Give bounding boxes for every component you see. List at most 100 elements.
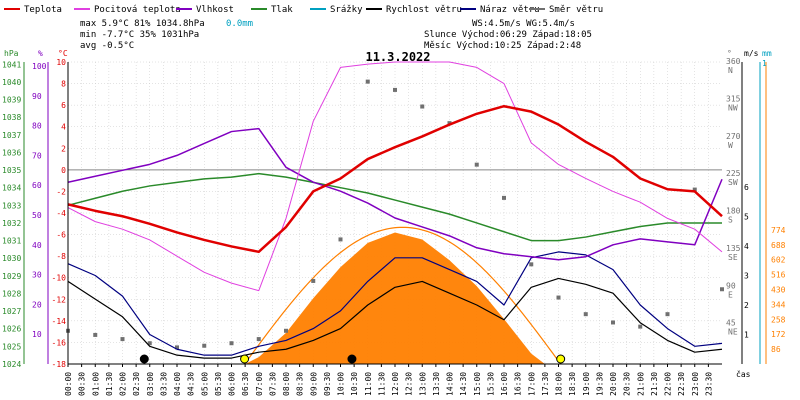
x-tick-label: 13:00	[418, 372, 427, 396]
wind-dir-dot	[311, 278, 316, 283]
wind-dir-dot	[529, 262, 534, 267]
x-tick-label: 20:30	[623, 372, 632, 396]
temp-tick-label: -14	[52, 317, 67, 326]
pressure-tick-label: 1026	[2, 325, 21, 334]
solar-tick-label: 258	[771, 315, 786, 324]
x-tick-label: 10:30	[350, 372, 359, 396]
dir-tick-name: NW	[728, 103, 738, 112]
pressure-tick-label: 1036	[2, 148, 21, 157]
legend-label: Pocitová teplota	[94, 5, 181, 15]
x-tick-label: 06:30	[241, 372, 250, 396]
legend-label: Srážky	[330, 5, 363, 15]
x-tick-label: 16:00	[500, 372, 509, 396]
temp-tick-label: -4	[56, 209, 66, 218]
wind-tick-label: 6	[744, 183, 749, 192]
x-tick-label: 11:30	[377, 372, 386, 396]
temp-tick-label: -12	[52, 295, 67, 304]
x-tick-label: 14:30	[459, 372, 468, 396]
wind-dir-dot	[720, 287, 724, 292]
wind-dir-dot	[611, 320, 615, 325]
legend-label: Rychlost větru	[386, 5, 462, 15]
wind-dir-dot	[256, 337, 261, 342]
dir-tick-name: SW	[728, 178, 738, 187]
wind-dir-dot	[692, 187, 697, 192]
wind-dir-dot	[474, 162, 479, 167]
legend-label: Vlhkost	[196, 5, 234, 15]
unit-deg: °	[727, 49, 732, 58]
dir-tick-name: S	[728, 216, 733, 225]
wind-dir-dot	[93, 332, 98, 337]
temp-tick-label: 8	[61, 80, 66, 89]
pressure-tick-label: 1027	[2, 307, 21, 316]
x-tick-label: 10:00	[337, 372, 346, 396]
dir-tick-label: 180	[726, 207, 741, 216]
x-tick-label: 19:30	[595, 372, 604, 396]
x-tick-label: 15:00	[473, 372, 482, 396]
x-tick-label: 22:00	[664, 372, 673, 396]
temp-tick-label: 2	[61, 144, 66, 153]
solar-tick-label: 516	[771, 271, 786, 280]
temp-tick-label: 0	[61, 166, 66, 175]
dir-tick-name: SE	[728, 253, 738, 262]
moonrise-marker	[347, 354, 357, 364]
x-tick-label: 05:00	[200, 372, 209, 396]
pressure-tick-label: 1025	[2, 342, 21, 351]
stats-max-rain: 0.0mm	[226, 19, 253, 29]
temp-tick-label: -6	[56, 231, 66, 240]
x-tick-label: 07:30	[268, 372, 277, 396]
x-tick-label: 21:30	[650, 372, 659, 396]
pressure-tick-label: 1024	[2, 360, 21, 369]
legend-label: Tlak	[271, 5, 293, 15]
stats-block: max 5.9°C 81% 1034.8hPa 0.0mm min -7.7°C…	[80, 19, 592, 51]
pressure-tick-label: 1030	[2, 254, 21, 263]
x-axis-label: čas	[736, 369, 751, 379]
sunrise-marker	[240, 354, 250, 364]
sunset-marker	[556, 354, 566, 364]
x-tick-label: 09:30	[323, 372, 332, 396]
x-tick-label: 23:30	[704, 372, 713, 396]
wind-tick-label: 3	[744, 272, 749, 281]
unit-hpa: hPa	[4, 49, 19, 58]
wind-dir-dot	[447, 121, 452, 126]
humidity-tick-label: 80	[32, 122, 42, 131]
x-tick-label: 17:30	[541, 372, 550, 396]
humidity-tick-label: 30	[32, 271, 42, 280]
wind-dir-dot	[665, 312, 670, 317]
series-line	[67, 61, 723, 292]
x-tick-label: 01:00	[91, 372, 100, 396]
x-tick-label: 04:30	[187, 372, 196, 396]
dir-tick-label: 270	[726, 132, 741, 141]
solar-tick-label: 86	[771, 345, 781, 354]
temp-tick-label: 10	[56, 58, 66, 67]
legend: Teplota Pocitová teplota Vlhkost Tlak Srážky…	[4, 5, 603, 15]
humidity-tick-label: 90	[32, 92, 42, 101]
pressure-tick-label: 1039	[2, 96, 21, 105]
legend-label: Teplota	[24, 5, 62, 15]
temp-tick-label: -18	[52, 360, 67, 369]
wind-tick-label: 5	[744, 213, 749, 222]
temp-tick-label: -2	[56, 187, 66, 196]
temp-tick-label: -16	[52, 338, 67, 347]
solar-tick-label: 602	[771, 256, 786, 265]
x-tick-label: 13:30	[432, 372, 441, 396]
unit-mm: mm	[762, 49, 772, 58]
pressure-tick-label: 1032	[2, 219, 21, 228]
x-tick-label: 05:30	[214, 372, 223, 396]
humidity-tick-label: 60	[32, 181, 42, 190]
dir-tick-label: 135	[726, 244, 741, 253]
x-tick-label: 20:00	[609, 372, 618, 396]
pressure-tick-label: 1035	[2, 166, 21, 175]
stats-moon: Měsíc Východ:10:25 Západ:2:48	[424, 41, 581, 51]
wind-dir-dot	[202, 343, 207, 348]
legend-label: Náraz větru	[480, 5, 540, 15]
unit-celsius: °C	[58, 49, 68, 58]
dir-tick-name: N	[728, 66, 733, 75]
series-line	[67, 277, 723, 359]
wind-dir-dot	[147, 341, 152, 346]
x-tick-label: 23:00	[691, 372, 700, 396]
x-tick-label: 12:00	[391, 372, 400, 396]
x-tick-label: 11:00	[364, 372, 373, 396]
series-line	[67, 104, 723, 254]
pressure-tick-label: 1028	[2, 289, 21, 298]
